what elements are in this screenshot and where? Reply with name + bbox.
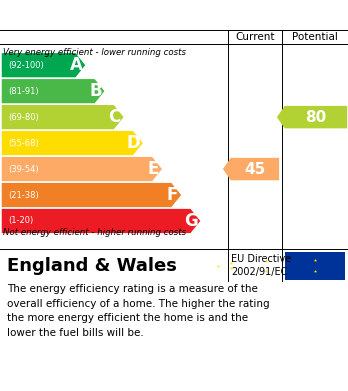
Text: EU Directive
2002/91/EC: EU Directive 2002/91/EC <box>231 254 292 277</box>
Polygon shape <box>2 79 104 103</box>
Text: Energy Efficiency Rating: Energy Efficiency Rating <box>9 6 238 24</box>
Text: Not energy efficient - higher running costs: Not energy efficient - higher running co… <box>3 228 187 237</box>
Text: Potential: Potential <box>292 32 338 42</box>
FancyBboxPatch shape <box>285 252 345 280</box>
Text: (55-68): (55-68) <box>8 138 39 147</box>
Text: (1-20): (1-20) <box>8 217 33 226</box>
Text: E: E <box>148 160 159 178</box>
Text: (39-54): (39-54) <box>8 165 39 174</box>
Polygon shape <box>2 157 162 181</box>
Text: 45: 45 <box>244 161 266 177</box>
Text: (21-38): (21-38) <box>8 190 39 199</box>
Text: F: F <box>167 186 178 204</box>
Text: D: D <box>126 134 140 152</box>
Text: England & Wales: England & Wales <box>7 256 177 275</box>
Text: G: G <box>184 212 197 230</box>
Polygon shape <box>2 183 181 207</box>
Text: (81-91): (81-91) <box>8 87 39 96</box>
Polygon shape <box>2 105 124 129</box>
Text: B: B <box>89 82 102 100</box>
Text: Very energy efficient - lower running costs: Very energy efficient - lower running co… <box>3 48 187 57</box>
Text: (69-80): (69-80) <box>8 113 39 122</box>
Text: C: C <box>109 108 121 126</box>
Polygon shape <box>2 53 85 77</box>
Text: 80: 80 <box>305 109 326 125</box>
Polygon shape <box>2 131 143 155</box>
Text: (92-100): (92-100) <box>8 61 44 70</box>
Text: A: A <box>70 56 82 74</box>
Polygon shape <box>223 158 279 180</box>
Polygon shape <box>277 106 347 128</box>
Text: The energy efficiency rating is a measure of the
overall efficiency of a home. T: The energy efficiency rating is a measur… <box>7 285 270 338</box>
Text: Current: Current <box>235 32 275 42</box>
Polygon shape <box>2 209 200 233</box>
